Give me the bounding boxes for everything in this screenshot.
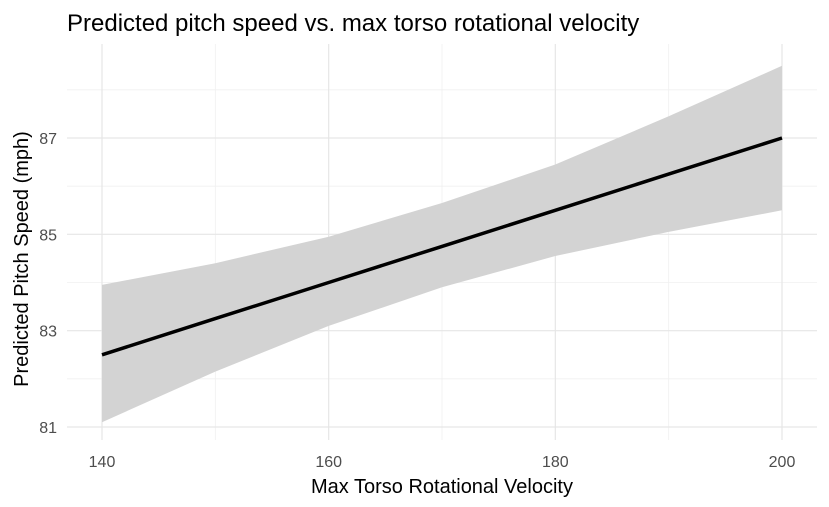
y-tick-label: 83 [39, 324, 57, 341]
x-axis-label: Max Torso Rotational Velocity [311, 476, 573, 498]
y-tick-label: 85 [39, 227, 57, 244]
y-axis-label: Predicted Pitch Speed (mph) [11, 131, 33, 387]
x-axis-ticks: 140 160 180 200 [89, 454, 796, 471]
confidence-ribbon [102, 65, 782, 423]
x-tick-label: 140 [89, 454, 116, 471]
x-tick-label: 200 [769, 454, 796, 471]
y-tick-label: 87 [39, 131, 57, 148]
x-tick-label: 160 [315, 454, 342, 471]
y-axis-ticks: 81 83 85 87 [39, 131, 57, 437]
prediction-line [101, 136, 783, 357]
chart-title: Predicted pitch speed vs. max torso rota… [67, 10, 639, 37]
x-tick-label: 180 [542, 454, 569, 471]
y-tick-label: 81 [39, 420, 57, 437]
